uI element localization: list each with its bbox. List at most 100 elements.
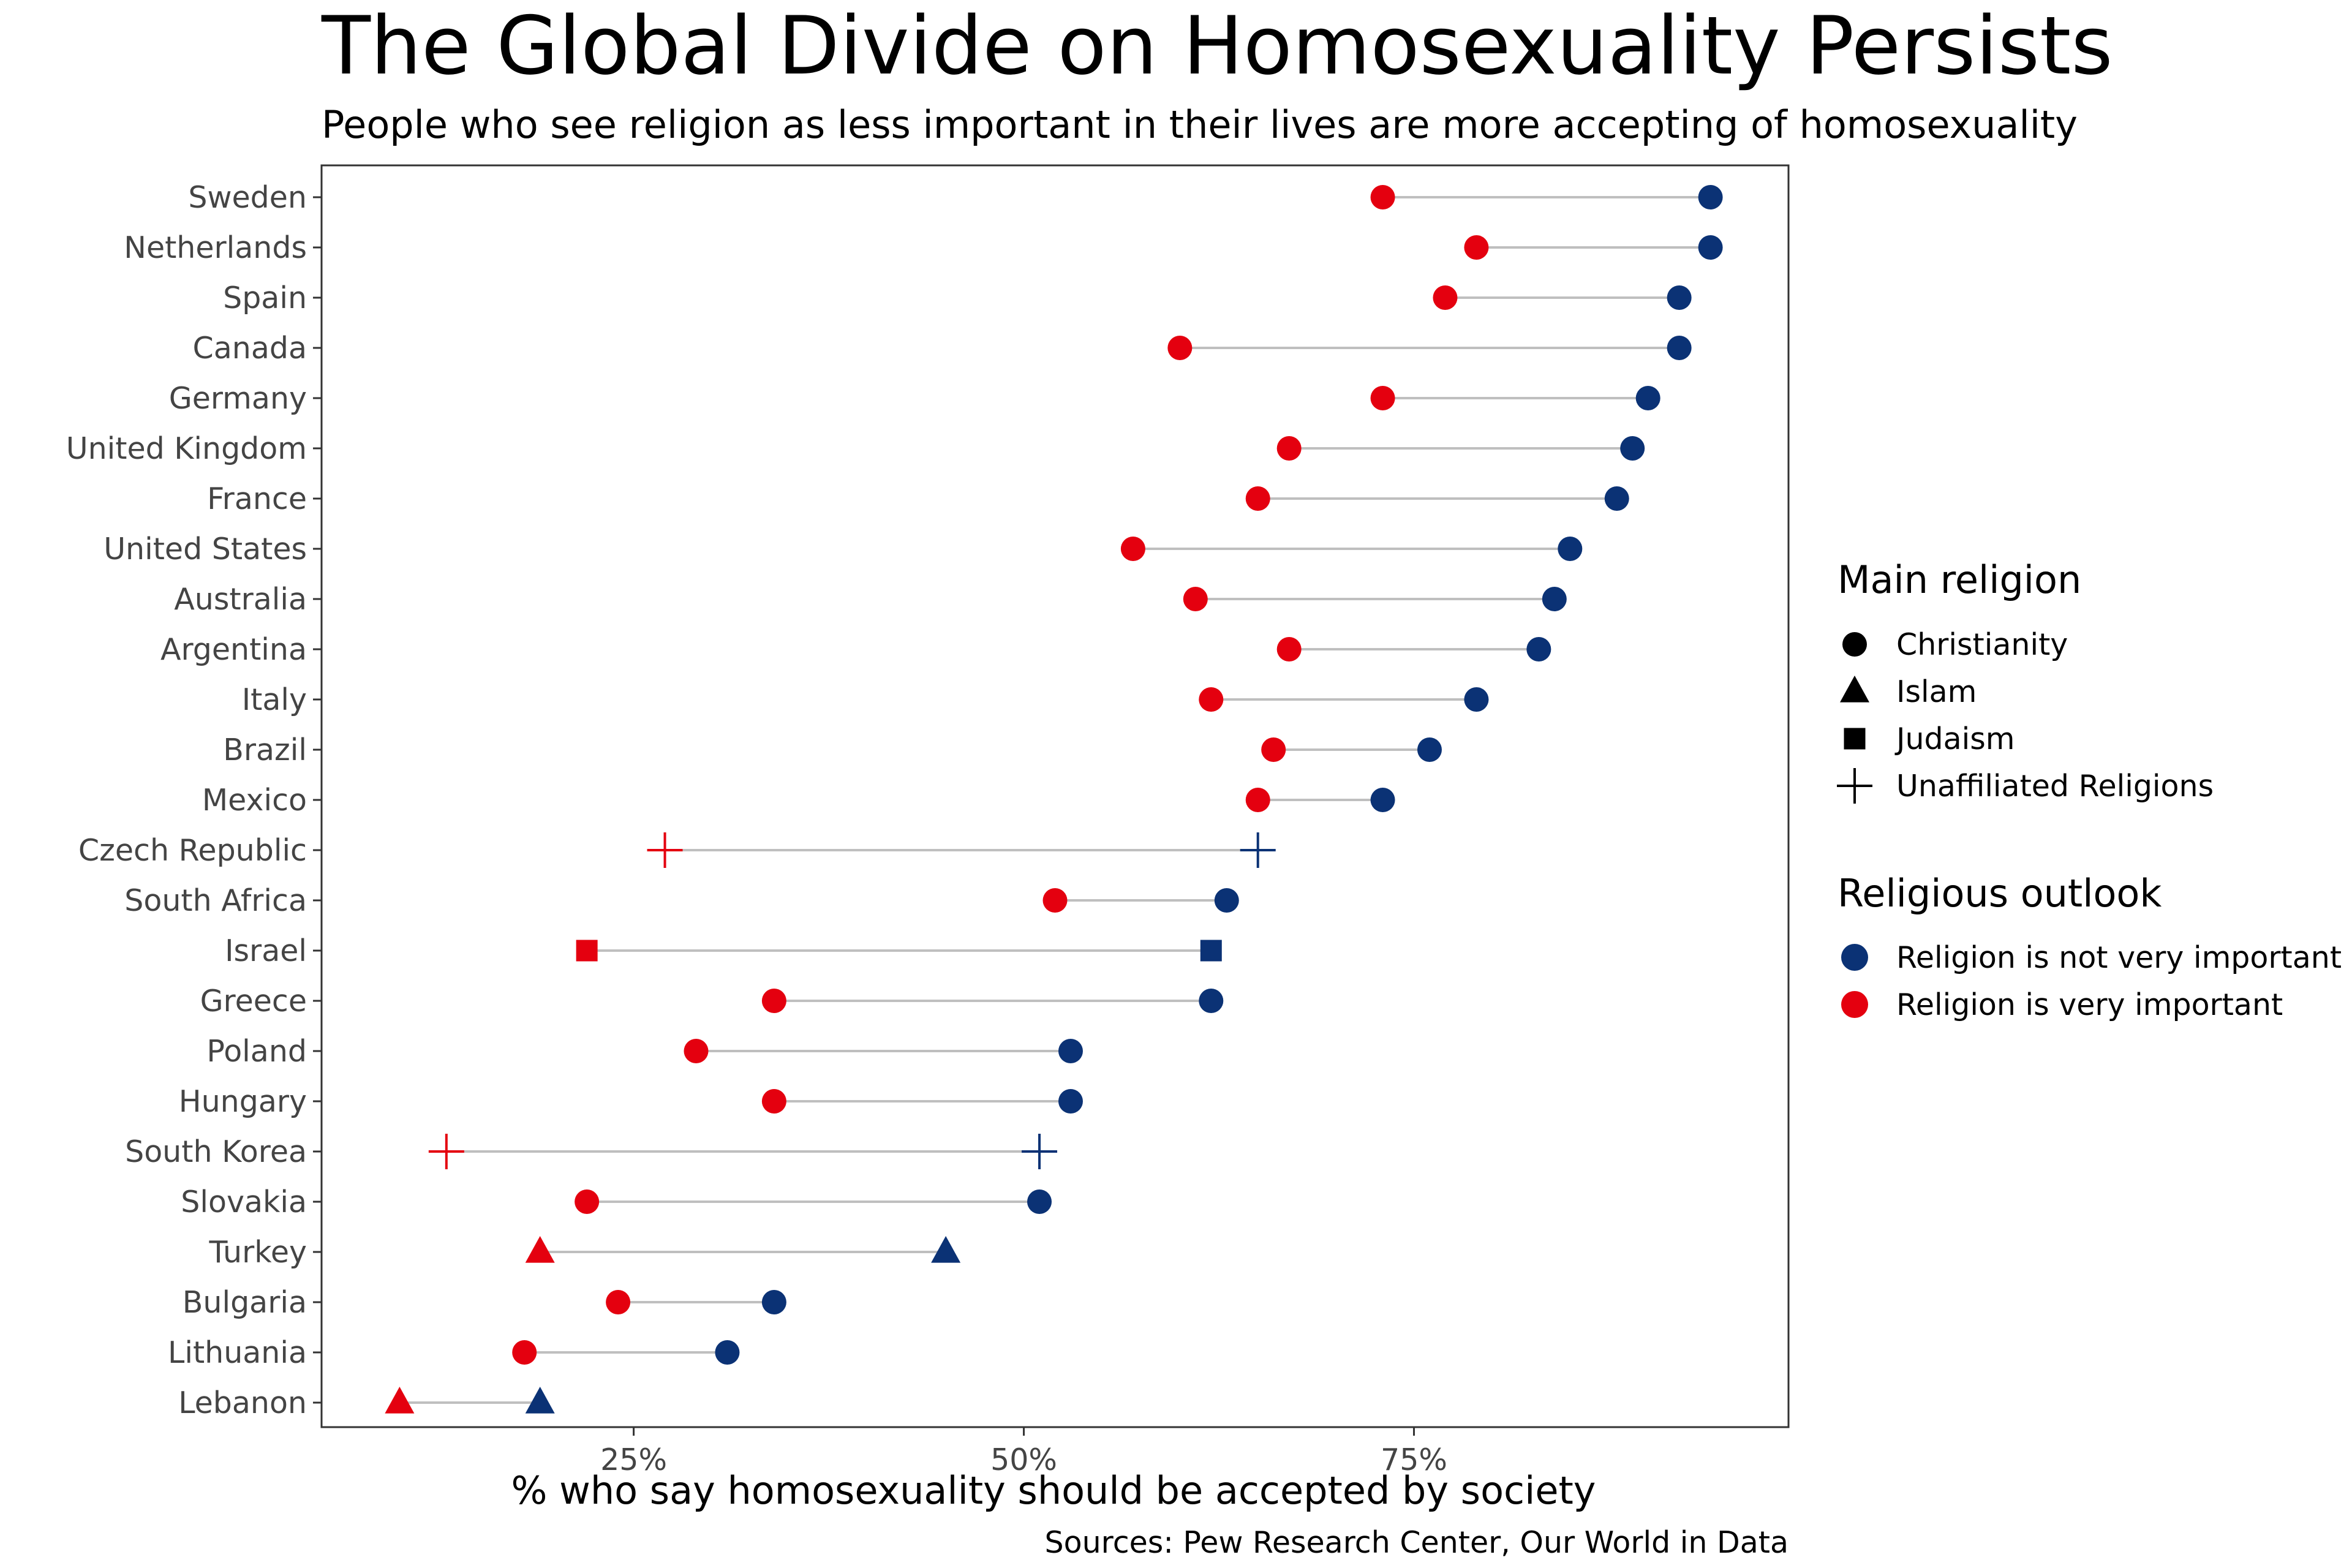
point-not-important: [1558, 537, 1583, 561]
point-not-important: [1417, 737, 1442, 762]
point-not-important: [1635, 386, 1660, 410]
legend-label-plus: Unaffiliated Religions: [1896, 769, 2214, 804]
y-tick-label: Sweden: [188, 180, 307, 215]
point-not-important: [1464, 687, 1489, 712]
point-not-important: [1058, 1089, 1083, 1114]
point-very-important: [1370, 185, 1395, 209]
legend-label-not_important: Religion is not very important: [1896, 940, 2342, 975]
point-not-important: [525, 1386, 555, 1414]
legend-main-religion: Main religion Christianity Islam Judaism Un…: [1837, 557, 2214, 804]
y-tick-label: Hungary: [179, 1084, 307, 1119]
legend-label-circle: Christianity: [1896, 627, 2068, 662]
legend-religious-outlook: Religious outlook Religion is not very i…: [1838, 871, 2342, 1022]
point-very-important: [1042, 888, 1068, 913]
y-tick-label: Poland: [206, 1034, 307, 1069]
y-tick-label: Turkey: [209, 1235, 307, 1270]
point-very-important: [606, 1290, 631, 1314]
point-not-important: [1022, 1134, 1058, 1169]
legend-label-very_important: Religion is very important: [1896, 987, 2283, 1022]
point-not-important: [1027, 1189, 1052, 1214]
y-tick-label: Czech Republic: [78, 833, 307, 868]
y-tick-label: South Korea: [125, 1134, 307, 1169]
y-tick-label: South Africa: [124, 883, 307, 918]
x-tick-label: 25%: [600, 1442, 667, 1477]
point-not-important: [1620, 436, 1645, 461]
point-very-important: [385, 1386, 415, 1414]
point-not-important: [1542, 587, 1567, 611]
legend-label-triangle: Islam: [1896, 674, 1977, 709]
legend-title-religious-outlook: Religious outlook: [1838, 871, 2162, 916]
point-very-important: [575, 1189, 600, 1214]
point-not-important: [761, 1290, 786, 1314]
point-not-important: [931, 1235, 961, 1263]
point-very-important: [1433, 285, 1458, 310]
point-not-important: [1240, 832, 1276, 868]
point-very-important: [428, 1134, 464, 1169]
y-tick-label: United States: [104, 532, 307, 567]
point-very-important: [1167, 336, 1193, 360]
point-very-important: [1276, 436, 1302, 461]
y-tick-label: Canada: [193, 331, 307, 366]
point-very-important: [647, 832, 683, 868]
point-very-important: [761, 1089, 786, 1114]
legend-key-plus: [1837, 768, 1872, 804]
y-tick-label: Argentina: [160, 632, 307, 667]
legend-key-square: [1844, 728, 1866, 750]
point-not-important: [1370, 788, 1395, 812]
legend-key-very_important: [1841, 991, 1868, 1018]
point-very-important: [1276, 637, 1302, 662]
point-not-important: [1200, 940, 1222, 962]
point-very-important: [1464, 235, 1489, 260]
point-not-important: [715, 1340, 740, 1365]
point-not-important: [1199, 989, 1224, 1013]
point-very-important: [1183, 587, 1208, 611]
point-not-important: [1667, 336, 1692, 360]
point-not-important: [1214, 888, 1239, 913]
point-very-important: [512, 1340, 537, 1365]
point-very-important: [1261, 737, 1286, 762]
x-tick-label: 50%: [990, 1442, 1057, 1477]
x-axis-title: % who say homosexuality should be accept…: [511, 1468, 1596, 1513]
point-not-important: [1698, 185, 1723, 209]
plot-panel-border: [320, 164, 1790, 1428]
chart-title: The Global Divide on Homosexuality Persi…: [321, 0, 2113, 92]
legend-label-square: Judaism: [1894, 722, 2015, 756]
y-tick-label: Mexico: [202, 783, 307, 818]
y-tick-label: Netherlands: [124, 230, 307, 265]
point-very-important: [1245, 486, 1270, 511]
y-tick-label: Brazil: [223, 733, 307, 767]
point-very-important: [684, 1039, 709, 1063]
legend-key-triangle: [1840, 675, 1869, 703]
legend-key-not_important: [1841, 944, 1868, 971]
point-not-important: [1604, 486, 1629, 511]
point-very-important: [1120, 537, 1145, 561]
point-not-important: [1667, 285, 1692, 310]
y-tick-label: Slovakia: [181, 1185, 307, 1219]
y-tick-label: Australia: [174, 582, 307, 617]
y-tick-label: Lebanon: [178, 1385, 307, 1420]
y-tick-label: France: [207, 481, 307, 516]
legend-title-main-religion: Main religion: [1838, 557, 2081, 602]
y-tick-label: Greece: [200, 984, 307, 1019]
chart-caption: Sources: Pew Research Center, Our World …: [1045, 1525, 1789, 1560]
point-very-important: [1199, 687, 1224, 712]
y-tick-label: Israel: [225, 933, 307, 968]
y-tick-label: Lithuania: [168, 1335, 307, 1370]
point-very-important: [1370, 386, 1395, 410]
legend-key-circle: [1842, 632, 1867, 657]
y-tick-label: Germany: [169, 381, 307, 416]
y-tick-label: Spain: [223, 281, 307, 315]
point-not-important: [1698, 235, 1723, 260]
y-tick-label: Italy: [242, 682, 307, 717]
point-not-important: [1526, 637, 1551, 662]
chart-subtitle: People who see religion as less importan…: [322, 102, 2078, 147]
point-very-important: [576, 940, 598, 962]
plot-area: 25% 50% 75% Sweden Netherlands Spain Canada Ger…: [66, 164, 1790, 1477]
point-very-important: [525, 1235, 555, 1263]
y-tick-label: Bulgaria: [183, 1285, 307, 1320]
x-tick-label: 75%: [1381, 1442, 1447, 1477]
point-very-important: [761, 989, 786, 1013]
point-very-important: [1245, 788, 1270, 812]
point-not-important: [1058, 1039, 1083, 1063]
